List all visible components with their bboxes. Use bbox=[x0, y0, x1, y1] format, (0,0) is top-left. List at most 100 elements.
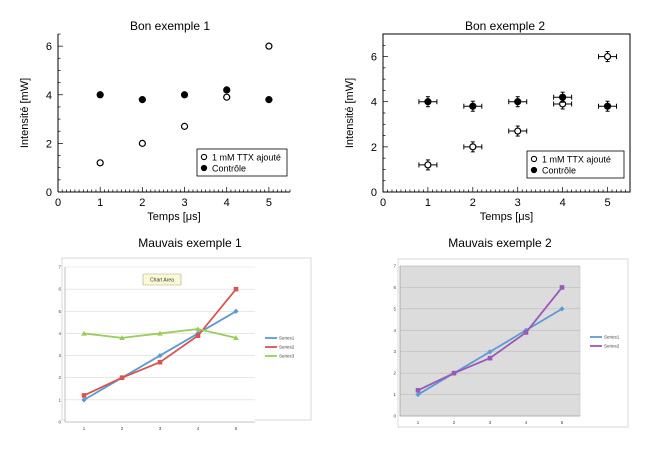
y-tick-label: 4 bbox=[371, 97, 377, 109]
data-point-ttx bbox=[469, 143, 477, 151]
plot-area bbox=[399, 265, 581, 417]
legend-marker bbox=[530, 155, 538, 163]
series-marker bbox=[81, 330, 87, 336]
x-tick-label: 3 bbox=[159, 426, 162, 431]
x-tick-label: 4 bbox=[224, 197, 230, 209]
y-tick-label: 6 bbox=[393, 285, 396, 290]
y-tick-label: 2 bbox=[371, 142, 377, 154]
legend-label: Series2 bbox=[604, 344, 620, 349]
chart-title: Bon exemple 2 bbox=[465, 19, 545, 33]
chart-area-tooltip-label: Chart Area bbox=[150, 278, 174, 284]
legend-marker bbox=[200, 153, 208, 161]
series-marker bbox=[157, 352, 163, 359]
data-point-controle bbox=[96, 91, 104, 99]
data-point-ttx bbox=[514, 127, 522, 135]
series-marker bbox=[415, 387, 421, 393]
series-marker bbox=[157, 359, 163, 365]
y-tick-label: 0 bbox=[393, 414, 396, 419]
data-point-controle bbox=[514, 98, 522, 106]
x-tick-label: 3 bbox=[489, 420, 492, 425]
y-tick-label: 2 bbox=[393, 371, 396, 376]
y-tick-label: 3 bbox=[58, 353, 61, 358]
data-point-ttx bbox=[180, 122, 189, 130]
x-axis-label: Temps [μs] bbox=[480, 211, 533, 223]
y-tick-label: 1 bbox=[58, 397, 61, 402]
y-tick-label: 7 bbox=[393, 264, 396, 269]
series-marker bbox=[415, 391, 421, 398]
y-tick-label: 7 bbox=[58, 265, 61, 270]
good2-chart: Bon exemple 2 0 1 2 3 4 5 0 2 4 6 Temps [μs] Intensi… bbox=[344, 19, 631, 223]
data-point-ttx bbox=[138, 139, 146, 147]
series-marker bbox=[487, 349, 493, 355]
legend-label: Series2 bbox=[279, 345, 295, 350]
series-marker bbox=[559, 306, 565, 312]
series-marker bbox=[81, 397, 87, 403]
data-point-controle bbox=[223, 86, 231, 94]
legend-label: 1 mM TTX ajouté bbox=[212, 153, 281, 163]
legend-marker bbox=[530, 166, 538, 174]
chart-title: Mauvais exemple 1 bbox=[138, 236, 242, 250]
x-tick-label: 0 bbox=[55, 197, 61, 209]
y-tick-label: 4 bbox=[393, 328, 396, 333]
data-point-controle bbox=[424, 98, 432, 106]
series-marker bbox=[451, 370, 457, 376]
legend-label: 1 mM TTX ajouté bbox=[542, 155, 611, 165]
data-point-ttx bbox=[96, 159, 104, 167]
legend-marker bbox=[200, 164, 208, 172]
data-point-ttx bbox=[603, 52, 612, 61]
y-tick-label: 5 bbox=[393, 306, 396, 311]
series-marker bbox=[119, 335, 125, 341]
y-tick-label: 1 bbox=[393, 392, 396, 397]
x-tick-label: 1 bbox=[425, 197, 431, 209]
x-tick-label: 1 bbox=[97, 197, 103, 209]
x-tick-label: 5 bbox=[561, 420, 564, 425]
legend-label: Series3 bbox=[279, 354, 295, 359]
y-tick-label: 4 bbox=[46, 90, 52, 102]
series-marker bbox=[523, 330, 529, 335]
y-tick-label: 0 bbox=[58, 420, 61, 425]
data-point-ttx bbox=[223, 93, 231, 101]
x-tick-label: 5 bbox=[604, 197, 610, 209]
chart-area-tooltip bbox=[142, 273, 182, 286]
chart-title: Mauvais exemple 2 bbox=[448, 236, 552, 250]
good1-chart: Bon exemple 1 0 1 2 3 4 5 0 2 4 6 Temps [μs] Intensi… bbox=[19, 19, 291, 223]
series-marker bbox=[233, 308, 239, 314]
y-tick-label: 6 bbox=[46, 41, 52, 53]
bad2-chart: Mauvais exemple 2 0 1 2 3 4 5 6 7 1 2 3 4 5 Series1 Ser… bbox=[393, 236, 629, 428]
y-tick-label: 6 bbox=[58, 287, 61, 292]
series-marker bbox=[81, 393, 87, 398]
legend-box bbox=[526, 150, 625, 179]
series-marker bbox=[157, 330, 163, 336]
data-point-controle bbox=[559, 93, 567, 101]
series-marker bbox=[119, 375, 125, 381]
legend-label: Series1 bbox=[279, 336, 295, 341]
series-marker bbox=[559, 285, 565, 290]
y-tick-label: 6 bbox=[371, 52, 377, 64]
series-marker bbox=[195, 326, 201, 332]
data-point-controle bbox=[265, 96, 273, 104]
series-marker bbox=[195, 333, 201, 338]
x-tick-label: 5 bbox=[235, 426, 238, 431]
series-marker bbox=[233, 286, 239, 292]
series-marker bbox=[233, 335, 239, 341]
x-tick-label: 0 bbox=[380, 197, 386, 209]
x-tick-label: 5 bbox=[266, 197, 272, 209]
x-tick-label: 3 bbox=[181, 197, 187, 209]
data-point-controle bbox=[469, 102, 477, 110]
y-tick-label: 0 bbox=[371, 187, 377, 199]
data-point-controle bbox=[138, 96, 146, 104]
legend-label: Series1 bbox=[604, 335, 620, 340]
x-tick-label: 4 bbox=[560, 197, 566, 209]
y-axis-label: Intensité [mW] bbox=[344, 78, 356, 148]
y-tick-label: 2 bbox=[46, 138, 52, 150]
x-tick-label: 2 bbox=[453, 420, 456, 425]
bad1-chart: Mauvais exemple 1 0 1 2 3 4 5 6 7 1 2 3 4 5 Series1 Ser… bbox=[58, 236, 312, 431]
y-tick-label: 5 bbox=[58, 309, 61, 314]
y-tick-label: 3 bbox=[393, 349, 396, 354]
data-point-ttx bbox=[265, 42, 273, 50]
y-tick-label: 2 bbox=[58, 375, 61, 380]
x-tick-label: 1 bbox=[83, 426, 86, 431]
x-tick-label: 4 bbox=[525, 420, 528, 425]
x-tick-label: 2 bbox=[121, 426, 124, 431]
